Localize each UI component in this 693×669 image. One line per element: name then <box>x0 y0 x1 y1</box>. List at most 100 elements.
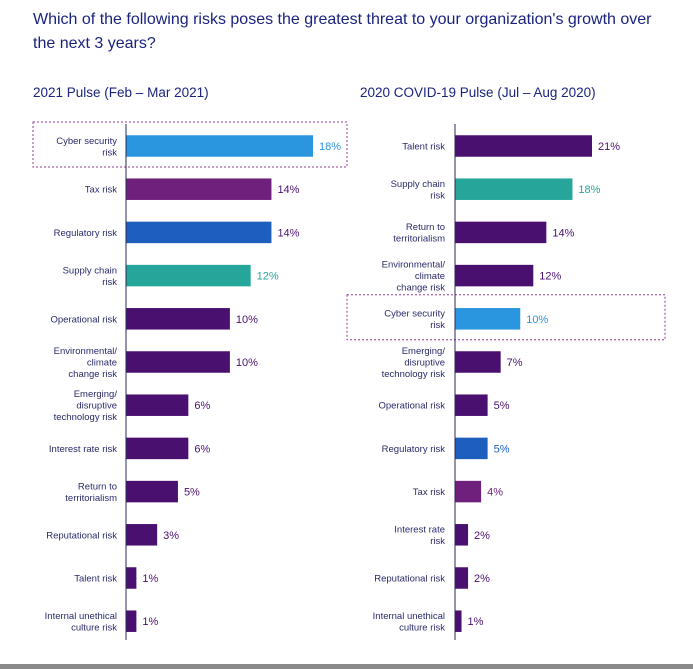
p2020-bar-regulatory-risk <box>455 437 488 460</box>
category-label-emerging-disruptive-technology-risk: Emerging/disruptive technology risk <box>54 389 118 423</box>
value-label-return-to-territorialism: 5% <box>184 487 200 499</box>
category-label-environmental-climate-change-risk: Environmental/climate change risk <box>382 260 446 294</box>
category-label-line: Tax risk <box>85 185 117 196</box>
category-label-reputational-risk: Reputational risk <box>374 574 445 585</box>
category-label-line: territorialism <box>393 234 445 245</box>
category-label-return-to-territorialism: Return to territorialism <box>393 222 445 245</box>
p2020-bar-tax-risk <box>455 480 482 503</box>
category-label-supply-chain-risk: Supply chain risk <box>391 179 446 202</box>
page-title: Which of the following risks poses the g… <box>33 11 652 52</box>
category-label-internal-unethical-culture-risk: Internal unethical culture risk <box>373 611 446 634</box>
value-label-return-to-territorialism: 14% <box>552 227 574 239</box>
category-label-line: climate <box>415 271 445 282</box>
chart-title: 2021 Pulse (Feb – Mar 2021) <box>33 85 209 100</box>
category-label-line: Cyber security <box>384 309 445 320</box>
highlight-box <box>32 121 348 168</box>
category-label-line: disruptive <box>404 358 445 369</box>
value-label-reputational-risk: 2% <box>474 573 490 585</box>
category-label-tax-risk: Tax risk <box>413 487 445 498</box>
value-label-internal-unethical-culture-risk: 1% <box>468 616 484 628</box>
category-label-line: Interest rate <box>394 525 445 536</box>
category-label-line: culture risk <box>399 622 445 633</box>
p2020-bar-reputational-risk <box>455 567 469 589</box>
p2021-bar-environmental-climate-change-risk <box>126 351 230 373</box>
p2021-bar-tax-risk <box>126 178 272 200</box>
bottom-scroll-bar <box>0 664 693 669</box>
category-label-return-to-territorialism: Return to territorialism <box>65 481 117 504</box>
value-label-supply-chain-risk: 18% <box>578 184 600 196</box>
p2021-bar-operational-risk <box>126 308 230 330</box>
category-label-line: Reputational risk <box>46 530 117 541</box>
value-label-internal-unethical-culture-risk: 1% <box>142 616 158 628</box>
category-label-talent-risk: Talent risk <box>74 574 117 585</box>
category-label-line: Operational risk <box>378 401 445 412</box>
category-label-line: change risk <box>396 283 445 294</box>
category-label-line: change risk <box>68 369 117 380</box>
highlight-box <box>346 294 666 341</box>
category-label-emerging-disruptive-technology-risk: Emerging/disruptive technology risk <box>382 346 446 380</box>
category-label-line: Regulatory risk <box>382 444 446 455</box>
value-label-cyber-security-risk: 10% <box>526 314 548 326</box>
value-label-talent-risk: 1% <box>142 573 158 585</box>
p2021-bar-interest-rate-risk <box>126 437 189 460</box>
p2020-bar-supply-chain-risk <box>455 178 573 200</box>
category-label-line: Emerging/ <box>74 389 118 400</box>
category-label-line: Environmental/ <box>382 260 446 271</box>
category-label-line: disruptive <box>76 401 117 412</box>
p2020-bar-talent-risk <box>455 135 592 157</box>
category-label-line: technology risk <box>54 412 118 423</box>
p2020-bar-interest-rate-risk <box>455 524 469 546</box>
category-label-line: Reputational risk <box>374 574 445 585</box>
p2021-bar-emerging-disruptive-technology-risk <box>126 394 189 416</box>
category-label-operational-risk: Operational risk <box>378 401 445 412</box>
p2020-bar-cyber-security-risk <box>455 308 521 330</box>
chart-2021-pulse: 2021 Pulse (Feb – Mar 2021) Cyber securit… <box>32 85 348 640</box>
category-label-line: Talent risk <box>402 142 445 153</box>
category-label-operational-risk: Operational risk <box>50 314 117 325</box>
value-label-interest-rate-risk: 6% <box>194 443 210 455</box>
category-label-talent-risk: Talent risk <box>402 142 445 153</box>
category-label-supply-chain-risk: Supply chain risk <box>63 265 118 288</box>
category-label-line: risk <box>430 190 445 201</box>
category-label-cyber-security-risk: Cyber security risk <box>384 309 445 332</box>
category-label-line: Interest rate risk <box>49 444 117 455</box>
chart-2020-covid-pulse: 2020 COVID-19 Pulse (Jul – Aug 2020) Tale… <box>346 85 666 640</box>
category-label-cyber-security-risk: Cyber security risk <box>56 136 117 159</box>
value-label-operational-risk: 5% <box>494 400 510 412</box>
category-label-reputational-risk: Reputational risk <box>46 530 117 541</box>
category-label-line: Supply chain <box>63 265 117 276</box>
value-label-tax-risk: 14% <box>277 184 299 196</box>
category-label-line: risk <box>430 320 445 331</box>
category-label-line: Regulatory risk <box>54 228 118 239</box>
category-label-line: Environmental/ <box>54 346 118 357</box>
p2021-bar-talent-risk <box>126 567 137 589</box>
p2021-bar-internal-unethical-culture-risk <box>126 610 137 632</box>
category-label-interest-rate-risk: Interest rate risk <box>49 444 117 455</box>
value-label-talent-risk: 21% <box>598 141 620 153</box>
category-label-internal-unethical-culture-risk: Internal unethical culture risk <box>45 611 118 634</box>
value-label-cyber-security-risk: 18% <box>319 141 341 153</box>
category-label-regulatory-risk: Regulatory risk <box>382 444 446 455</box>
category-label-environmental-climate-change-risk: Environmental/climate change risk <box>54 346 118 380</box>
category-label-line: territorialism <box>65 493 117 504</box>
category-label-tax-risk: Tax risk <box>85 185 117 196</box>
category-label-line: culture risk <box>71 622 117 633</box>
category-label-line: technology risk <box>382 369 446 380</box>
value-label-reputational-risk: 3% <box>163 530 179 542</box>
value-label-tax-risk: 4% <box>487 487 503 499</box>
p2021-bar-regulatory-risk <box>126 221 272 244</box>
category-label-line: Emerging/ <box>402 346 446 357</box>
category-label-line: Supply chain <box>391 179 445 190</box>
value-label-emerging-disruptive-technology-risk: 7% <box>507 357 523 369</box>
category-label-line: climate <box>87 358 117 369</box>
value-label-supply-chain-risk: 12% <box>257 271 279 283</box>
p2020-bar-environmental-climate-change-risk <box>455 264 534 287</box>
p2021-bar-return-to-territorialism <box>126 480 178 503</box>
category-label-interest-rate-risk: Interest rate risk <box>394 525 445 548</box>
category-label-line: Return to <box>78 481 117 492</box>
category-label-line: Internal unethical <box>45 611 117 622</box>
category-label-line: Talent risk <box>74 574 117 585</box>
value-label-regulatory-risk: 5% <box>494 443 510 455</box>
category-label-line: Internal unethical <box>373 611 445 622</box>
